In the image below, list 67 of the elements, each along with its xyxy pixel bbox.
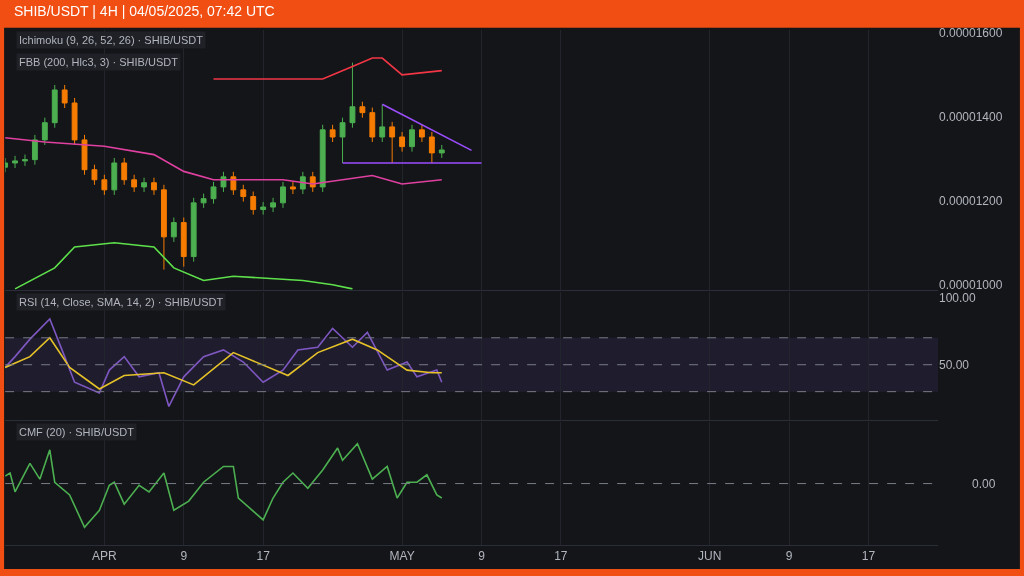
candlestick: [101, 174, 108, 196]
candlestick: [438, 144, 445, 159]
candlestick: [210, 181, 217, 205]
chart-title: SHIB/USDT | 4H | 04/05/2025, 07:42 UTC: [14, 3, 275, 19]
candlestick: [379, 104, 386, 143]
x-tick-label: APR: [92, 549, 118, 564]
y-tick-label: 0.00001400: [938, 110, 1003, 125]
x-tick-label: 17: [256, 549, 271, 564]
candlestick: [200, 193, 207, 209]
x-tick-label: 17: [861, 549, 876, 564]
chart-title: CMF (20) · SHIB/USDT: [19, 426, 135, 438]
chart-title: RSI (14, Close, SMA, 14, 2) · SHIB/USDT: [19, 296, 224, 308]
candlestick: [428, 131, 435, 164]
candlestick: [369, 107, 376, 143]
candlestick: [12, 155, 18, 169]
candlestick: [160, 184, 167, 271]
candlestick: [409, 124, 415, 153]
candlestick: [270, 197, 276, 213]
candlestick: [190, 197, 197, 263]
candlestick: [71, 97, 78, 146]
x-tick-label: 9: [478, 549, 486, 564]
candlestick: [131, 174, 138, 193]
x-tick-label: 9: [180, 549, 188, 564]
x-tick-label: 9: [785, 549, 793, 564]
y-tick-label: 0.00001200: [938, 193, 1003, 208]
candlestick: [141, 177, 147, 193]
candlestick: [280, 181, 286, 209]
candlestick: [419, 124, 425, 143]
candlestick: [111, 157, 118, 196]
candlestick: [81, 134, 88, 176]
line-series: [212, 57, 443, 80]
x-tick-label: MAY: [389, 549, 415, 564]
annotation: FBB (200, Hlc3, 3) · SHIB/USDT: [19, 56, 179, 68]
candlestick: [51, 84, 58, 129]
candlestick: [329, 124, 336, 143]
y-tick-label: 0.00001600: [938, 26, 1003, 41]
candlestick: [339, 117, 346, 164]
x-tick-label: JUN: [698, 549, 722, 564]
candlestick: [61, 84, 68, 109]
candlestick: [180, 217, 187, 268]
candlestick: [91, 164, 98, 186]
candlestick: [299, 171, 306, 195]
candlestick: [359, 101, 366, 119]
candlestick: [22, 154, 28, 167]
candlestick: [349, 62, 356, 129]
candlestick: [151, 177, 157, 196]
line-series: [5, 318, 443, 408]
candlestick: [260, 201, 267, 216]
candlestick: [250, 191, 257, 216]
candlestick: [240, 184, 247, 203]
candlestick: [121, 157, 128, 186]
line-series: [5, 336, 443, 390]
x-tick-label: 17: [554, 549, 568, 564]
candlestick: [399, 131, 406, 153]
y-tick-label: 100.00: [938, 290, 977, 305]
candlestick: [170, 217, 177, 243]
candlestick: [41, 117, 48, 146]
candlestick: [389, 121, 396, 164]
line-series: [14, 241, 354, 290]
y-tick-label: 50.00: [938, 357, 970, 372]
annotation: Ichimoku (9, 26, 52, 26) · SHIB/USDT: [19, 34, 204, 46]
candlestick: [289, 181, 296, 195]
y-tick-label: 0.00001000: [938, 277, 1003, 292]
candlestick: [31, 134, 38, 166]
line-series: [5, 137, 443, 185]
ref-line-label: 0.00: [972, 477, 996, 491]
candlestick: [319, 124, 326, 193]
